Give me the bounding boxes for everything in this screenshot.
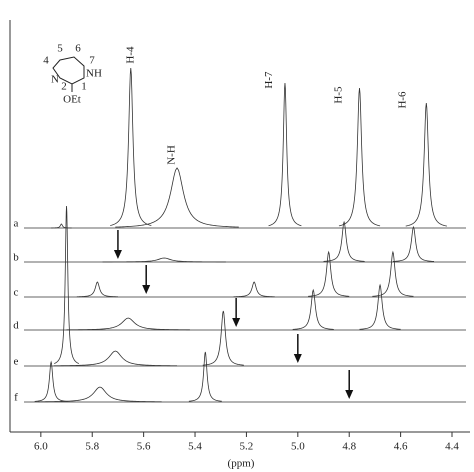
peak <box>66 317 190 331</box>
trace-label: f <box>14 392 18 404</box>
peak <box>102 257 226 263</box>
atom-label: 5 <box>57 43 63 55</box>
atom-label: 7 <box>89 55 95 67</box>
peak <box>268 82 302 227</box>
x-tick-label: 6.0 <box>34 441 48 453</box>
arrow-head <box>232 318 241 327</box>
peak-label: H-6 <box>397 91 409 109</box>
peak-label: N-H <box>165 145 177 165</box>
peak <box>53 350 178 367</box>
ring <box>52 56 85 85</box>
peak <box>188 351 222 402</box>
atom-label: NH <box>86 68 102 80</box>
arrow-head <box>293 354 302 363</box>
x-axis-label: (ppm) <box>228 458 255 470</box>
arrow <box>345 370 354 399</box>
x-tick-label: 5.0 <box>291 441 305 453</box>
x-tick-label: 4.6 <box>394 441 408 453</box>
arrow-head <box>345 390 354 399</box>
peak <box>292 288 334 330</box>
x-tick-label: 4.8 <box>342 441 356 453</box>
peak <box>38 386 162 403</box>
x-tick-label: 5.8 <box>85 441 99 453</box>
arrow <box>113 230 122 259</box>
x-tick-label: 5.6 <box>137 441 151 453</box>
peak-label: H-4 <box>124 46 136 64</box>
peak <box>76 281 118 298</box>
trace-label: d <box>13 320 19 332</box>
trace-label: a <box>14 218 19 230</box>
atom-label: 1 <box>81 81 87 93</box>
arrow <box>293 334 302 363</box>
peak <box>392 225 435 262</box>
peak <box>51 223 72 229</box>
trace-label: c <box>14 287 19 299</box>
peak-label: H-5 <box>332 86 344 104</box>
x-tick-label: 5.4 <box>188 441 202 453</box>
atom-label: 4 <box>43 55 49 67</box>
peak <box>338 87 381 227</box>
peak <box>115 167 239 228</box>
atom-label: OEt <box>63 94 81 106</box>
peak <box>202 310 244 366</box>
peak <box>308 250 350 297</box>
trace-label: e <box>14 356 19 368</box>
x-tick-label: 5.2 <box>240 441 254 453</box>
peak <box>359 283 401 330</box>
structure: 5 6 4 7 N NH 2 1 OEt <box>43 43 102 106</box>
x-tick-label: 4.4 <box>445 441 459 453</box>
peak <box>323 220 365 262</box>
peak <box>405 102 447 227</box>
arrow <box>232 298 241 327</box>
arrow-head <box>142 285 151 294</box>
peak <box>233 281 275 298</box>
atom-label: N <box>51 74 59 86</box>
peak <box>110 67 152 226</box>
arrow <box>142 265 151 294</box>
peak-label: H-7 <box>263 71 275 89</box>
atom-label: 6 <box>75 43 81 55</box>
peak <box>372 250 414 297</box>
atom-label: 2 <box>61 81 67 93</box>
trace-label: b <box>13 252 19 264</box>
arrow-head <box>113 250 122 259</box>
peak <box>54 205 80 364</box>
peak <box>34 360 68 402</box>
